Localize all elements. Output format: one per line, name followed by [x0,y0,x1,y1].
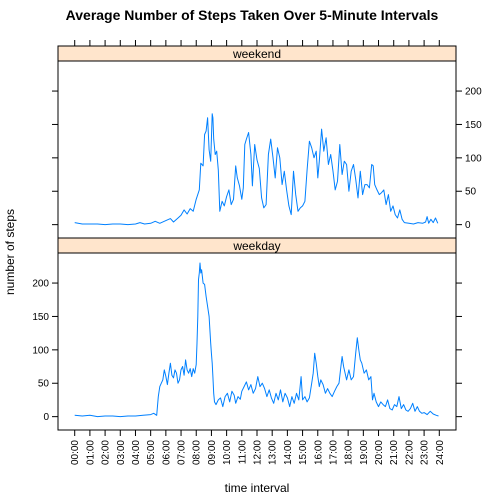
strip-label-weekday: weekday [232,239,280,253]
x-tick-label: 12:00 [253,440,264,465]
y-tick-label: 100 [465,153,482,164]
x-tick-label: 07:00 [177,440,188,465]
x-axis-label: time interval [225,481,290,495]
y-tick-label: 50 [465,187,477,198]
y-tick-label: 150 [465,120,482,131]
x-tick-label: 18:00 [344,440,355,465]
panel-frame-weekend [57,60,457,239]
x-tick-label: 00:00 [70,440,81,465]
y-tick-label: 0 [465,220,471,231]
x-tick-label: 20:00 [374,440,385,465]
x-tick-label: 11:00 [237,440,248,465]
series-line-weekend [74,113,439,226]
x-tick-label: 19:00 [359,440,370,465]
x-tick-label: 23:00 [420,440,431,465]
y-axis-label: number of steps [3,209,17,295]
y-tick-label: 200 [465,87,482,98]
chart-title: Average Number of Steps Taken Over 5-Min… [66,7,439,23]
y-tick-label: 50 [38,379,50,390]
x-tick-label: 02:00 [101,440,112,465]
y-tick-label: 0 [43,412,49,423]
y-tick-label: 100 [32,345,49,356]
series-line-weekday [74,262,439,418]
x-tick-label: 08:00 [192,440,203,465]
x-tick-label: 03:00 [116,440,127,465]
plot-layer: weekend 0 50 100 150 200 weekday 0 50 100 150 200 00… [32,40,482,465]
y-tick-label: 200 [32,279,49,290]
x-tick-label: 24:00 [435,440,446,465]
x-tick-label: 09:00 [207,440,218,465]
x-tick-label: 13:00 [268,440,279,465]
panel-frame-weekday [57,252,457,431]
x-tick-label: 05:00 [146,440,157,465]
x-tick-label: 17:00 [329,440,340,465]
x-tick-label: 14:00 [283,440,294,465]
x-tick-label: 15:00 [298,440,309,465]
x-tick-label: 22:00 [404,440,415,465]
x-tick-label: 16:00 [313,440,324,465]
y-tick-label: 150 [32,312,49,323]
x-tick-label: 01:00 [85,440,96,465]
x-tick-label: 06:00 [161,440,172,465]
strip-label-weekend: weekend [232,47,281,61]
x-tick-label: 10:00 [222,440,233,465]
x-tick-label: 04:00 [131,440,142,465]
x-tick-label: 21:00 [389,440,400,465]
